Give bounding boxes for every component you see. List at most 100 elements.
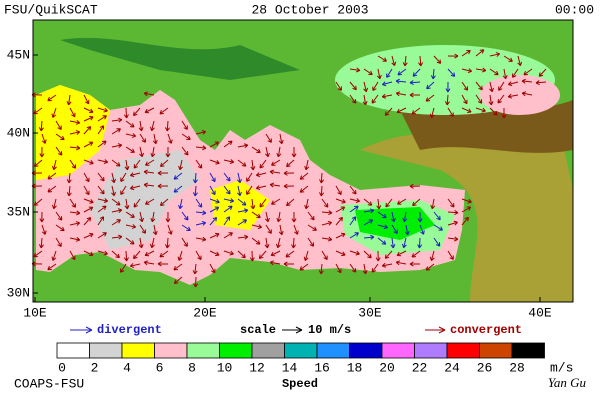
wind-arrow xyxy=(39,211,45,223)
wind-arrow xyxy=(307,237,315,247)
wind-arrow xyxy=(223,198,235,203)
wind-arrow xyxy=(129,185,141,191)
wind-arrow xyxy=(349,185,357,195)
wind-arrow xyxy=(138,237,144,249)
wind-arrow xyxy=(51,107,57,118)
wind-arrow xyxy=(165,237,170,249)
scale-value: 10 m/s xyxy=(308,323,351,337)
lat-label: 35N xyxy=(7,204,30,219)
wind-arrow xyxy=(409,183,421,189)
wind-arrow xyxy=(237,159,247,167)
wind-arrow xyxy=(223,216,231,226)
wind-arrow xyxy=(395,91,407,97)
wind-arrow xyxy=(377,55,387,62)
legend: divergent scale 10 m/s convergent xyxy=(70,323,522,337)
wind-arrow xyxy=(411,107,421,115)
wind-arrow xyxy=(178,159,183,171)
wind-arrow xyxy=(111,198,121,206)
wind-arrow xyxy=(307,211,315,221)
wind-arrow xyxy=(181,224,191,232)
wind-arrow xyxy=(237,185,242,197)
wind-arrow xyxy=(321,198,329,208)
wind-arrow xyxy=(461,68,473,74)
wind-arrow xyxy=(125,237,135,245)
wind-arrow xyxy=(372,81,379,91)
wind-arrow xyxy=(195,145,207,151)
wind-arrow xyxy=(167,224,173,235)
header-date: 28 October 2003 xyxy=(251,2,368,17)
wind-arrow xyxy=(139,133,146,143)
wind-arrow xyxy=(475,94,483,104)
wind-arrow xyxy=(209,206,220,213)
wind-arrow xyxy=(237,198,247,206)
colorbar-tick: 12 xyxy=(249,360,265,375)
wind-arrow xyxy=(489,68,499,76)
wind-arrow xyxy=(209,141,220,148)
colorbar-tick: 22 xyxy=(412,360,428,375)
wind-arrow xyxy=(143,91,155,97)
wind-arrow xyxy=(349,94,357,104)
wind-arrow xyxy=(69,145,81,151)
wind-arrow xyxy=(223,205,233,213)
wind-arrow xyxy=(164,120,170,132)
wind-arrow xyxy=(150,146,156,158)
wind-arrow xyxy=(33,198,43,206)
wind-arrow xyxy=(291,146,297,158)
wind-arrow xyxy=(237,208,249,214)
footer-right: Yan Gu xyxy=(548,375,587,390)
wind-arrow xyxy=(83,232,94,239)
wind-arrow xyxy=(149,237,155,249)
wind-arrow xyxy=(246,172,253,182)
wind-arrow xyxy=(193,276,199,288)
wind-arrow xyxy=(123,107,129,119)
wind-arrow xyxy=(258,250,267,259)
lon-label: 20E xyxy=(193,305,217,320)
wind-arrow xyxy=(349,67,361,73)
wind-arrow xyxy=(111,117,123,123)
wind-arrow xyxy=(249,250,255,262)
wind-arrow xyxy=(97,216,105,226)
wind-arrow xyxy=(271,159,281,166)
wind-arrow xyxy=(363,250,372,259)
colorbar-box xyxy=(56,342,90,359)
divergent-arrow-head xyxy=(85,326,93,334)
wind-arrow xyxy=(391,55,397,67)
wind-arrow xyxy=(33,159,43,167)
wind-arrow xyxy=(209,185,216,196)
wind-arrow xyxy=(363,219,374,226)
colorbar-box xyxy=(349,342,383,359)
wind-arrow xyxy=(111,185,116,197)
wind-arrow xyxy=(39,146,45,158)
wind-arrow xyxy=(447,220,458,226)
wind-arrow xyxy=(475,49,485,57)
wind-arrow xyxy=(177,250,183,261)
wind-arrow xyxy=(381,93,393,99)
wind-arrow xyxy=(83,172,90,183)
wind-arrow xyxy=(97,172,105,182)
wind-arrow xyxy=(349,263,357,273)
wind-arrow xyxy=(69,210,81,216)
wind-arrow xyxy=(269,169,281,175)
wind-arrow xyxy=(321,220,333,226)
wind-arrow xyxy=(447,250,454,260)
wind-arrow xyxy=(265,224,272,234)
wind-arrow xyxy=(83,115,94,122)
wind-arrow xyxy=(502,68,508,80)
wind-arrow xyxy=(111,234,123,240)
wind-arrow xyxy=(55,146,63,156)
wind-arrow xyxy=(150,211,156,223)
wind-arrow xyxy=(97,185,105,195)
wind-arrow xyxy=(178,198,183,210)
wind-arrow xyxy=(38,120,44,132)
lon-label: 30E xyxy=(358,305,382,320)
wind-arrow xyxy=(371,94,379,104)
wind-arrow xyxy=(377,211,387,219)
wind-arrow xyxy=(489,52,501,57)
colorbar-tick: 0 xyxy=(58,360,66,375)
wind-arrow xyxy=(83,94,90,105)
wind-arrow xyxy=(83,250,94,257)
wind-arrow xyxy=(255,172,267,178)
wind-arrow xyxy=(143,182,155,188)
highland xyxy=(360,130,573,302)
